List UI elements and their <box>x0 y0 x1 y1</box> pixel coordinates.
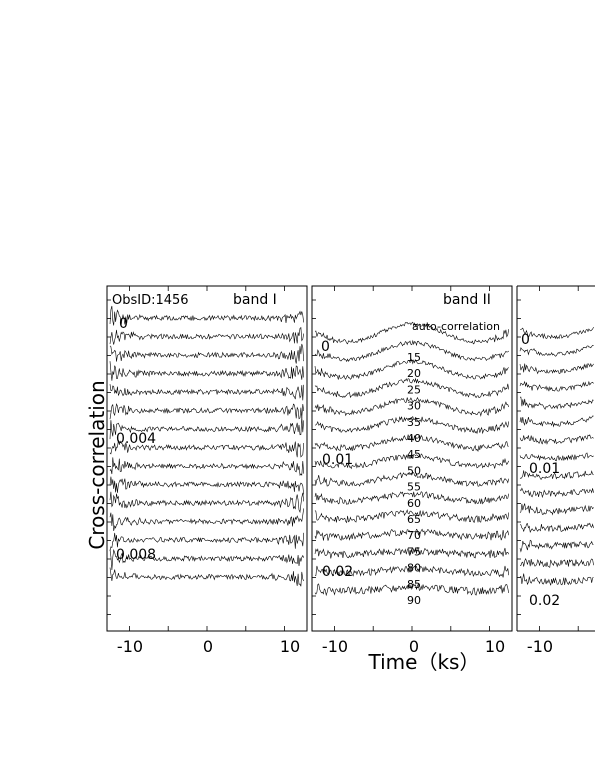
panel-1-curve <box>109 327 304 345</box>
curve-label: 85 <box>407 578 421 591</box>
panel-3-curve <box>519 415 594 428</box>
panel-1-curve <box>109 361 304 381</box>
curve-label: 90 <box>407 594 421 607</box>
x-tick-label: 0 <box>409 637 419 656</box>
panel-1-curve <box>109 457 304 477</box>
panel-2-curve <box>314 339 509 363</box>
panel-2-curve <box>314 377 509 399</box>
curve-label: 70 <box>407 529 421 542</box>
panel-3-curve <box>519 452 594 462</box>
chart-marks <box>107 286 594 631</box>
curve-label: auto-correlation <box>412 320 500 333</box>
panel-1-curve <box>109 548 304 571</box>
panel-3-curve <box>519 396 594 410</box>
panel-3-curve <box>519 539 594 553</box>
panel-2-curve <box>314 321 509 345</box>
curve-label: 60 <box>407 497 421 510</box>
panel-2-offset-label: 0 <box>321 339 330 355</box>
panel-1-curve <box>109 403 304 420</box>
panel-2-curve <box>314 528 509 541</box>
panel-2-curve <box>314 472 509 487</box>
panel-3-curve <box>519 380 594 392</box>
curve-label-group: auto-correlation 15 20 25 30 35 40 45 50 55 60 65 70… <box>407 320 500 607</box>
curve-label: 65 <box>407 513 421 526</box>
curve-label: 50 <box>407 464 421 477</box>
panel-2-title: band II <box>443 292 491 308</box>
panel-1-curve <box>109 508 304 531</box>
panel-1-curve <box>109 343 304 364</box>
panel-1-title: band I <box>233 292 277 308</box>
y-axis-title: Cross-correlation <box>85 380 109 549</box>
panel-3-curve <box>519 573 594 586</box>
panel-2-curve <box>314 565 509 578</box>
panel-3-curve <box>519 344 594 357</box>
panel-2-curve <box>314 416 509 435</box>
curve-label: 80 <box>407 562 421 575</box>
panel-1-curve <box>109 532 304 551</box>
panel-3-curve <box>519 470 594 480</box>
panel-1-offset-label: 0.004 <box>116 431 156 447</box>
curve-label: 40 <box>407 432 421 445</box>
x-axis-title: Time（ks） <box>368 650 480 674</box>
panel-3-curve <box>519 487 594 499</box>
panel-3-curve <box>519 503 594 516</box>
panel-2-curve <box>314 396 509 417</box>
panel-1-curve <box>109 491 304 514</box>
panel-frame-3 <box>516 285 595 632</box>
curve-label: 20 <box>407 367 421 380</box>
x-tick-label: -10 <box>117 637 143 656</box>
panel-3-curve <box>519 522 594 534</box>
panel-2-offset-label: 0.01 <box>322 452 353 468</box>
panel-1-curve <box>109 567 304 587</box>
panel-2-curve <box>314 509 509 524</box>
panel-1-header: ObsID:1456 <box>112 293 189 308</box>
curve-label: 15 <box>407 351 421 364</box>
panel-1-curve <box>109 384 304 401</box>
curve-label: 75 <box>407 545 421 558</box>
x-tick-label: 10 <box>280 637 300 656</box>
curve-label: 55 <box>407 481 421 494</box>
curve-label: 25 <box>407 383 421 396</box>
curve-label: 35 <box>407 416 421 429</box>
panel-1-offset-label: 0 <box>119 316 128 332</box>
panel-3-curve <box>519 434 594 445</box>
panel-2-curve <box>314 547 509 559</box>
x-tick-label: -10 <box>527 637 553 656</box>
curve-label: 45 <box>407 448 421 461</box>
panel-2-curve <box>314 491 509 505</box>
panel-3-offset-label: 0.02 <box>529 593 560 609</box>
curve-label: 30 <box>407 400 421 413</box>
panel-3-curve <box>520 326 594 340</box>
panel-3-offset-label: 0 <box>521 332 530 348</box>
panel-1-curve <box>109 305 304 326</box>
x-tick-label: 0 <box>203 637 213 656</box>
panel-2-curve <box>314 358 509 380</box>
panel-2-curve <box>314 583 509 597</box>
x-tick-label: 10 <box>485 637 505 656</box>
x-tick-label: -10 <box>322 637 348 656</box>
panel-2-curve <box>314 434 509 452</box>
panel-3-curve <box>519 362 594 375</box>
panel-1-curve <box>109 416 304 440</box>
panel-3-offset-label: 0.01 <box>529 461 560 477</box>
panel-1-curve <box>109 440 304 458</box>
panel-1-curve <box>109 476 304 495</box>
panel-2-curve <box>314 453 509 470</box>
panel-3-curve <box>520 558 594 568</box>
